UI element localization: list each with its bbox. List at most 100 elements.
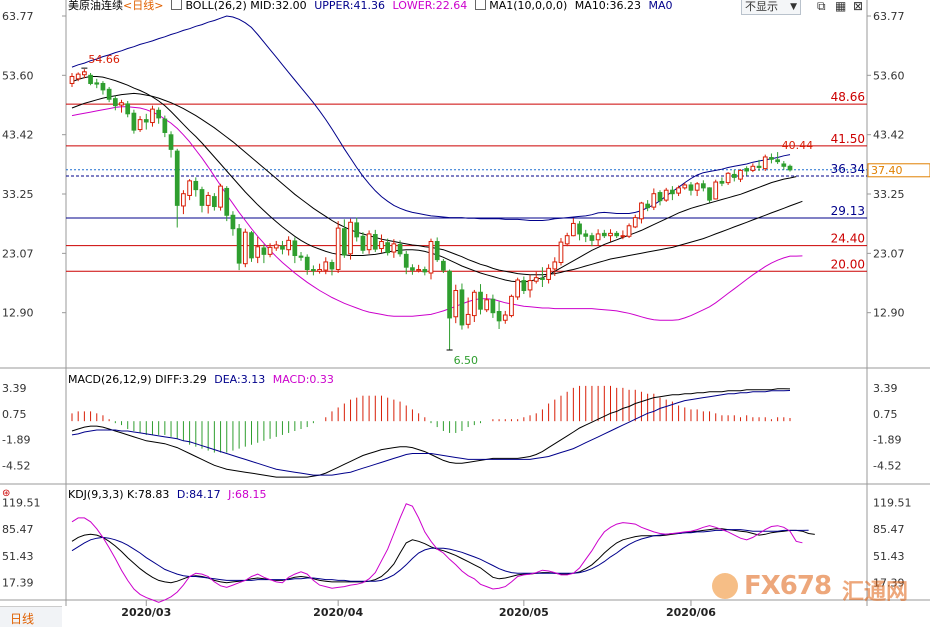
current-price-label: 37.40	[871, 164, 903, 177]
candle-body	[787, 165, 793, 171]
candle-body	[230, 214, 236, 230]
boll-lower-value: LOWER:22.64	[392, 0, 468, 12]
candle-body	[471, 291, 477, 317]
macd-title: MACD(26,12,9)	[68, 373, 152, 386]
price-y-tick-left: 53.60	[2, 69, 34, 82]
candle-body	[731, 173, 737, 178]
candle-body	[769, 157, 774, 160]
price-y-tick-left: 63.77	[2, 10, 34, 23]
candle-body	[119, 102, 124, 106]
candle-body	[372, 234, 378, 250]
period-tab-label: 日线	[10, 612, 35, 626]
current-price-box	[867, 163, 930, 178]
kdj-j-value: J:68.15	[228, 488, 267, 501]
macd-y-tick-right: 0.75	[873, 408, 898, 421]
candle-body	[558, 241, 564, 264]
candle-body	[143, 119, 149, 123]
price-y-tick-left: 23.07	[2, 247, 34, 260]
candle-body	[775, 159, 780, 163]
candle-body	[280, 245, 285, 250]
kdj-settings-icon[interactable]: ⊛	[2, 488, 11, 499]
candle-body	[88, 74, 93, 84]
candle-body	[509, 295, 514, 317]
candle-body	[131, 112, 137, 131]
candle-body	[106, 88, 112, 100]
candle-body	[441, 260, 446, 271]
candle-body	[150, 108, 155, 124]
level-line-label: 48.66	[831, 90, 865, 104]
candle-body	[707, 187, 712, 201]
candle-body	[422, 269, 428, 273]
candle-body	[168, 134, 174, 150]
kdj-d-value: D:84.17	[176, 488, 221, 501]
price-y-tick-left: 12.90	[2, 307, 34, 320]
boll-upper-value: UPPER:41.36	[314, 0, 385, 12]
candle-body	[694, 183, 700, 191]
boll-label: BOLL(26,2)	[185, 0, 247, 12]
macd-dea-value: DEA:3.13	[214, 373, 266, 386]
candle-body	[292, 240, 298, 257]
ma0-value: MA0	[648, 0, 673, 12]
boll-toggle-icon[interactable]	[170, 0, 182, 10]
candle-body	[465, 313, 471, 325]
candle-body	[317, 269, 322, 272]
hide-indicator-dropdown[interactable]: 不显示 ▼	[741, 0, 801, 15]
candle-body	[744, 168, 750, 172]
candle-body	[546, 267, 551, 280]
period-link[interactable]: <日线>	[123, 0, 164, 12]
candle-body	[663, 189, 669, 201]
price-y-tick-left: 43.42	[2, 129, 34, 142]
kdj-y-tick-left: 17.39	[2, 576, 34, 589]
candle-body	[385, 242, 391, 254]
kdj-title: KDJ(9,3,3)	[68, 488, 124, 501]
candle-body	[410, 267, 415, 271]
chart-header: 美原油连续<日线> BOLL(26,2) MID:32.00 UPPER:41.…	[68, 0, 673, 13]
annotation-low: 6.50	[454, 354, 479, 367]
candle-body	[632, 217, 638, 228]
candle-body	[249, 232, 254, 259]
candle-body	[366, 233, 372, 251]
window-layout-icon[interactable]: ▦	[835, 0, 847, 13]
candle-body	[112, 98, 118, 107]
x-axis-tick-label: 2020/03	[121, 606, 171, 619]
kdj-y-tick-left: 85.47	[2, 523, 34, 536]
annotation-recent-high: 40.44	[782, 139, 814, 152]
period-tab[interactable]: 日线	[0, 606, 62, 627]
ma-toggle-icon[interactable]	[474, 0, 486, 10]
candle-body	[224, 187, 230, 216]
candle-body	[286, 239, 291, 251]
candle-body	[521, 280, 527, 292]
close-icon[interactable]: ⊠	[853, 0, 864, 13]
level-line-label: 29.13	[831, 204, 865, 218]
candle-body	[125, 103, 131, 115]
candle-body	[725, 172, 731, 184]
candle-body	[199, 189, 205, 206]
ma1-label: MA1(10,0,0,0)	[489, 0, 568, 12]
candle-body	[205, 194, 211, 206]
candle-body	[589, 235, 595, 241]
kdj-line-k	[71, 528, 815, 584]
candle-body	[311, 269, 316, 272]
price-y-tick-left: 33.25	[2, 188, 34, 201]
watermark-emblem-icon	[712, 573, 738, 599]
candle-body	[261, 247, 267, 255]
candle-body	[682, 184, 688, 189]
candle-body	[601, 232, 607, 237]
candle-body	[595, 233, 601, 241]
candle-body	[459, 289, 465, 326]
symbol-name: 美原油连续	[68, 0, 123, 12]
candle-body	[719, 180, 725, 184]
candle-body	[137, 119, 143, 131]
candle-body	[236, 228, 242, 264]
kdj-line-d	[71, 529, 809, 582]
candle-body	[620, 235, 626, 238]
candle-body	[304, 256, 310, 271]
kdj-k-value: K:78.83	[127, 488, 170, 501]
candle-body	[577, 223, 582, 235]
candle-body	[626, 225, 632, 237]
level-line-label: 36.34	[831, 162, 865, 176]
candle-body	[515, 279, 521, 298]
window-restore-icon[interactable]: ⧉	[817, 0, 826, 13]
candle-body	[242, 231, 248, 265]
annotation-high: 54.66	[88, 53, 120, 66]
